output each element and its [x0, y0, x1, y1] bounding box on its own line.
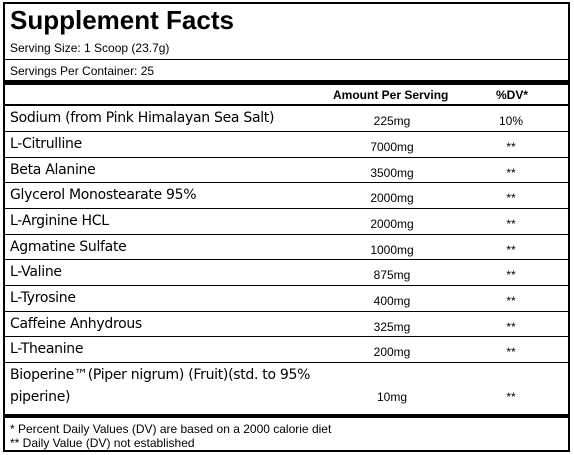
divider-thin [5, 59, 568, 60]
ingredient-name: L-Theanine [10, 341, 84, 357]
ingredient-name: L-Valine [10, 264, 62, 280]
divider-footer-thick [5, 414, 568, 418]
panel-title: Supplement Facts [10, 5, 234, 35]
row-divider [5, 182, 568, 183]
row-divider [5, 259, 568, 260]
row-divider [5, 336, 568, 337]
ingredient-name: Sodium (from Pink Himalayan Sea Salt) [10, 110, 275, 126]
ingredient-dv: ** [506, 294, 516, 308]
serving-size: Serving Size: 1 Scoop (23.7g) [10, 41, 170, 55]
ingredient-dv: ** [506, 345, 516, 359]
table-row: Bioperine™(Piper nigrum) (Fruit)(std. to… [5, 363, 568, 414]
ingredient-amount: 3500mg [370, 166, 414, 180]
row-divider [5, 285, 568, 286]
ingredient-name: Caffeine Anhydrous [10, 316, 142, 332]
row-divider [5, 311, 568, 312]
ingredient-amount: 7000mg [370, 140, 414, 154]
footnote-dv-not-established: ** Daily Value (DV) not established [10, 436, 195, 450]
ingredient-dv: 10% [498, 114, 524, 128]
ingredient-name: L-Tyrosine [10, 290, 76, 306]
ingredient-dv: ** [506, 140, 516, 154]
header-percent-dv: %DV* [496, 88, 529, 102]
ingredient-dv: ** [506, 268, 516, 282]
ingredient-amount: 2000mg [370, 191, 414, 205]
table-row: L-Tyrosine 400mg ** [5, 286, 568, 312]
ingredient-amount: 1000mg [370, 243, 414, 257]
table-row: L-Valine 875mg ** [5, 260, 568, 286]
ingredient-name: L-Citrulline [10, 136, 82, 152]
ingredient-dv: ** [506, 320, 516, 334]
ingredient-name: Beta Alanine [10, 162, 96, 178]
table-row: Beta Alanine 3500mg ** [5, 158, 568, 183]
ingredient-amount: 325mg [373, 320, 411, 334]
table-row: L-Citrulline 7000mg ** [5, 132, 568, 158]
ingredient-dv: ** [506, 217, 516, 231]
ingredient-dv: ** [506, 191, 516, 205]
table-row: Glycerol Monostearate 95% 2000mg ** [5, 183, 568, 209]
footnote-dv-basis: * Percent Daily Values (DV) are based on… [10, 422, 332, 436]
ingredient-amount: 200mg [373, 345, 411, 359]
table-row: Agmatine Sulfate 1000mg ** [5, 235, 568, 260]
divider-thick [5, 80, 568, 85]
table-row: L-Arginine HCL 2000mg ** [5, 209, 568, 235]
table-row: Sodium (from Pink Himalayan Sea Salt) 22… [5, 106, 568, 132]
row-divider [5, 157, 568, 158]
divider-header [5, 104, 568, 106]
ingredient-dv: ** [506, 243, 516, 257]
header-amount-per-serving: Amount Per Serving [333, 88, 449, 102]
ingredient-amount: 400mg [373, 294, 411, 308]
ingredient-dv: ** [506, 390, 516, 404]
row-divider [5, 234, 568, 235]
row-divider [5, 208, 568, 209]
row-divider [5, 362, 568, 363]
ingredient-amount: 10mg [376, 390, 408, 404]
ingredient-amount: 875mg [373, 268, 411, 282]
row-divider [5, 131, 568, 132]
servings-per-container: Servings Per Container: 25 [10, 64, 155, 78]
ingredient-amount: 2000mg [370, 217, 414, 231]
table-row: L-Theanine 200mg ** [5, 337, 568, 363]
supplement-facts-panel: Supplement Facts Serving Size: 1 Scoop (… [3, 2, 570, 452]
ingredient-amount: 225mg [373, 114, 411, 128]
ingredient-dv: ** [506, 166, 516, 180]
ingredient-name: Glycerol Monostearate 95% [10, 187, 197, 203]
ingredient-name: Agmatine Sulfate [10, 239, 127, 255]
table-row: Caffeine Anhydrous 325mg ** [5, 312, 568, 337]
ingredient-name: L-Arginine HCL [10, 213, 109, 229]
ingredient-name: Bioperine™(Piper nigrum) (Fruit)(std. to… [10, 367, 311, 405]
